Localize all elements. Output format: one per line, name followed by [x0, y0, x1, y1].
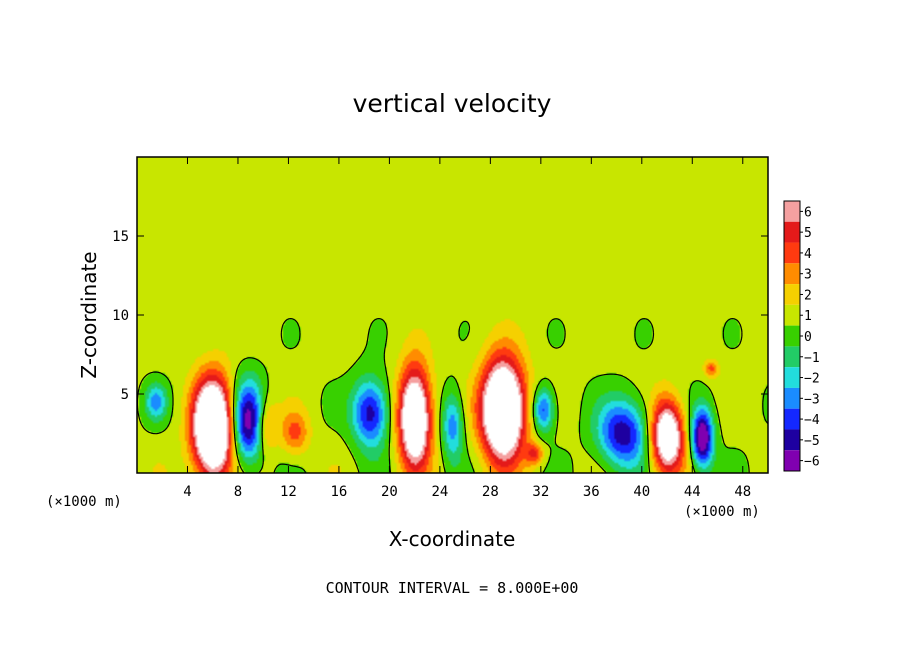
zero-contours — [137, 318, 768, 473]
colorbar-swatch — [784, 263, 800, 285]
y-axis-ticks: 5 10 15 — [112, 229, 768, 403]
colorbar-label: −5 — [804, 434, 820, 449]
x-tick-label: 40 — [633, 484, 650, 500]
colorbar-label: 1 — [804, 309, 812, 324]
x-tick-label: 20 — [381, 484, 398, 500]
colorbar-swatch — [784, 221, 800, 243]
colorbar-swatch — [784, 429, 800, 451]
colorbar-swatch — [784, 346, 800, 368]
colorbar-label: 5 — [804, 226, 812, 241]
colorbar-swatch — [784, 304, 800, 326]
colorbar-swatch — [784, 242, 800, 264]
colorbar-label: −6 — [804, 455, 820, 470]
x-tick-label: 36 — [583, 484, 600, 500]
x-unit-left-label: (×1000 m) — [46, 494, 122, 510]
colorbar-label: −4 — [804, 413, 820, 428]
x-tick-label: 4 — [183, 484, 191, 500]
colorbar-label: 0 — [804, 330, 812, 345]
y-axis-title: Z-coordinate — [77, 251, 101, 378]
x-tick-label: 32 — [532, 484, 549, 500]
colorbar-label: 3 — [804, 268, 812, 283]
colorbar-label: 6 — [804, 205, 812, 220]
colorbar-swatch — [784, 367, 800, 388]
x-tick-label: 28 — [482, 484, 499, 500]
x-axis-title: X-coordinate — [389, 527, 516, 551]
x-tick-label: 44 — [684, 484, 701, 500]
x-tick-label: 48 — [734, 484, 751, 500]
colorbar-swatch — [784, 284, 800, 305]
zero-contour-line — [137, 318, 768, 473]
x-tick-label: 24 — [431, 484, 448, 500]
colorbar: 6 5 4 3 2 1 0 −1 −2 −3 −4 −5 −6 — [783, 200, 820, 472]
x-unit-right-label: (×1000 m) — [684, 504, 760, 520]
x-tick-label: 8 — [234, 484, 242, 500]
y-tick-label: 15 — [112, 229, 129, 245]
x-axis-ticks: 4 8 12 16 20 24 28 32 36 40 44 48 — [183, 157, 751, 500]
colorbar-label: −2 — [804, 372, 820, 387]
colorbar-swatch — [784, 325, 800, 347]
colorbar-swatch — [784, 408, 800, 430]
colorbar-label: 2 — [804, 288, 812, 303]
colorbar-swatch — [784, 450, 800, 471]
velocity-heatmap — [137, 157, 768, 473]
chart-title: vertical velocity — [353, 89, 552, 118]
plot-area — [137, 157, 768, 473]
colorbar-label: 4 — [804, 247, 812, 262]
colorbar-label: −1 — [804, 351, 820, 366]
contour-interval-label: CONTOUR INTERVAL = 8.000E+00 — [326, 579, 579, 597]
colorbar-swatch — [784, 201, 800, 222]
colorbar-label: −3 — [804, 392, 820, 407]
y-tick-label: 5 — [121, 387, 129, 403]
colorbar-swatch — [784, 387, 800, 409]
x-tick-label: 16 — [330, 484, 347, 500]
x-tick-label: 12 — [280, 484, 297, 500]
y-tick-label: 10 — [112, 308, 129, 324]
